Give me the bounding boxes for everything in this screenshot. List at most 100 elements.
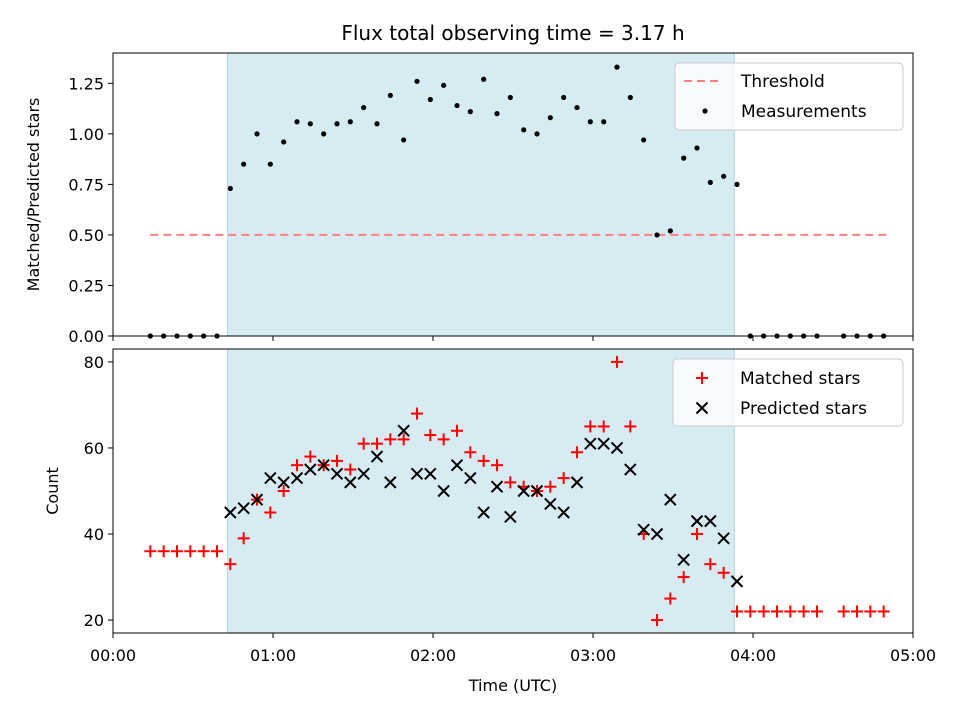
observing-window-span — [227, 52, 735, 337]
matched-star-point — [384, 433, 397, 446]
predicted-star-point — [690, 514, 704, 528]
predicted-star-point — [530, 484, 544, 498]
measurement-point — [281, 139, 287, 145]
matched-star-point — [864, 605, 877, 618]
matched-star-point — [877, 605, 890, 618]
measurement-point — [267, 161, 273, 167]
matched-star-point — [157, 545, 170, 558]
measurement-point — [227, 185, 233, 192]
measurement-point — [574, 104, 580, 111]
matched-star-point — [277, 485, 290, 497]
measurement-point — [454, 102, 460, 109]
measurement-point — [627, 94, 633, 101]
matched-star-point — [557, 472, 570, 485]
predicted-star-point — [677, 553, 690, 567]
measurement-point — [534, 131, 540, 137]
matched-star-point — [784, 605, 797, 618]
y-tick-label: 40 — [84, 525, 104, 544]
predicted-star-point — [730, 575, 744, 588]
matched-star-point — [624, 420, 637, 433]
measurement-point — [414, 78, 420, 84]
predicted-star-point — [277, 476, 290, 489]
matched-star-point — [371, 437, 383, 450]
x-tick-label: 01:00 — [250, 646, 296, 665]
legend-measurements-label: Measurements — [741, 102, 867, 122]
matched-star-point — [344, 463, 357, 476]
legend-measurements-swatch — [702, 108, 708, 114]
measurement-point — [507, 94, 513, 101]
predicted-star-point — [477, 506, 490, 519]
y-tick-label: 1.00 — [68, 125, 104, 144]
legend-box — [672, 358, 904, 427]
predicted-star-point — [624, 463, 637, 476]
matched-star-point — [797, 605, 810, 618]
x-tick-label: 03:00 — [570, 646, 616, 665]
matched-star-point — [357, 437, 370, 450]
predicted-star-point — [224, 506, 237, 519]
measurement-point — [294, 119, 300, 125]
matched-star-point — [211, 545, 223, 558]
predicted-star-point — [357, 467, 370, 480]
matched-star-point — [717, 566, 730, 579]
measurement-point — [561, 94, 567, 101]
predicted-star-point — [557, 506, 570, 519]
legend-matched-swatch — [696, 372, 708, 384]
matched-star-point — [851, 605, 863, 618]
top-y-axis-label: Matched/Predicted stars — [24, 98, 43, 292]
predicted-star-point — [384, 476, 397, 489]
measurement-point — [547, 115, 553, 121]
y-tick-label: 20 — [84, 611, 104, 630]
predicted-star-point — [437, 484, 450, 498]
measurement-point — [361, 104, 367, 111]
matched-star-point — [477, 454, 490, 467]
measurement-point — [734, 181, 740, 187]
top-plot-frame — [112, 52, 914, 337]
measurement-point — [254, 131, 260, 137]
top-panel: 0.00 0.25 0.50 0.75 1.00 1.25 Flux total obse… — [24, 21, 914, 346]
top-legend: Threshold Measurements — [674, 62, 904, 131]
measurement-point — [427, 96, 433, 103]
matched-star-point — [184, 545, 197, 558]
matched-star-point — [691, 528, 703, 541]
x-tick-label: 05:00 — [890, 646, 936, 665]
matched-star-point — [744, 605, 757, 618]
measurement-point — [614, 64, 620, 70]
measurement-point — [601, 119, 607, 125]
matched-star-point — [584, 420, 597, 433]
measurement-point — [707, 179, 713, 185]
y-tick-label: 80 — [84, 353, 104, 372]
matched-star-point — [611, 355, 623, 368]
matched-star-point — [171, 545, 183, 558]
predicted-star-point — [304, 463, 317, 476]
measurement-point — [721, 173, 727, 179]
predicted-star-point — [597, 437, 610, 450]
measurement-point — [334, 121, 340, 127]
predicted-star-point — [717, 532, 730, 545]
legend-threshold-label: Threshold — [740, 72, 825, 92]
matched-star-point — [544, 480, 557, 493]
matched-star-point — [291, 459, 303, 472]
predicted-star-point — [664, 493, 677, 506]
measurement-point — [494, 111, 500, 117]
measurement-point — [441, 82, 447, 88]
legend-matched-label: Matched stars — [740, 369, 860, 389]
predicted-star-point — [610, 441, 624, 455]
matched-star-point — [704, 558, 717, 571]
legend-predicted-label: Predicted stars — [740, 399, 867, 419]
matched-star-point — [237, 532, 250, 545]
measurement-point — [667, 228, 673, 234]
matched-star-point — [491, 459, 503, 472]
matched-star-point — [411, 407, 423, 420]
y-tick-label: 1.25 — [68, 74, 104, 93]
y-tick-label: 0.75 — [68, 175, 104, 194]
matched-star-point — [837, 605, 850, 618]
predicted-star-point — [517, 484, 530, 498]
matched-star-point — [504, 476, 517, 489]
predicted-star-point — [704, 514, 717, 528]
y-tick-label: 0.00 — [68, 327, 104, 346]
x-tick-label: 02:00 — [410, 646, 456, 665]
predicted-star-point — [637, 523, 650, 536]
matched-star-point — [451, 424, 463, 437]
predicted-star-point — [250, 493, 264, 506]
